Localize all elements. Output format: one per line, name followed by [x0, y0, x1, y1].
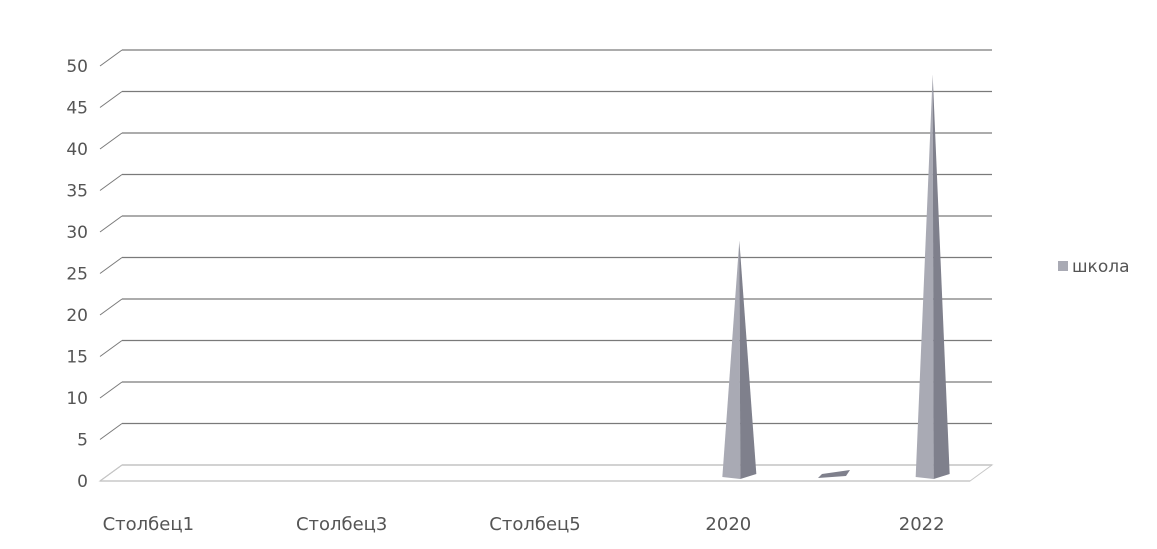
y-tick-label: 10	[66, 389, 88, 409]
x-tick-label: Столбец5	[489, 514, 580, 535]
y-tick-label: 35	[66, 182, 88, 202]
y-tick-label: 15	[66, 348, 88, 368]
x-tick-label: 2022	[899, 514, 945, 535]
y-tick-label: 5	[77, 431, 88, 451]
bar	[818, 470, 850, 478]
y-tick-label: 40	[66, 140, 88, 160]
bar-shade	[739, 240, 757, 479]
x-tick-label: Столбец3	[296, 514, 387, 535]
gridline-side	[99, 340, 123, 357]
gridline-side	[99, 174, 123, 191]
bar	[915, 74, 934, 479]
y-tick-label: 50	[66, 57, 88, 77]
y-tick-label: 45	[66, 99, 88, 119]
chart-floor	[98, 464, 994, 482]
gridline-side	[99, 91, 123, 108]
bar	[722, 240, 741, 479]
legend-label: школа	[1072, 257, 1130, 277]
legend-swatch	[1058, 261, 1068, 271]
gridline-side	[99, 49, 123, 67]
y-tick-label: 30	[66, 223, 88, 243]
gridline-side	[99, 423, 123, 440]
legend: школа	[1058, 252, 1138, 282]
gridline-side	[99, 257, 123, 274]
gridline-side	[99, 132, 123, 150]
gridline-side	[99, 298, 123, 316]
y-tick-label: 0	[77, 472, 88, 492]
x-tick-label: Столбец1	[103, 514, 194, 535]
y-tick-label: 25	[66, 265, 88, 285]
y-tick-label: 20	[66, 306, 88, 326]
gridline-side	[99, 215, 123, 233]
x-tick-label: 2020	[705, 514, 751, 535]
bar-shade	[932, 74, 950, 479]
gridline-side	[99, 381, 123, 399]
